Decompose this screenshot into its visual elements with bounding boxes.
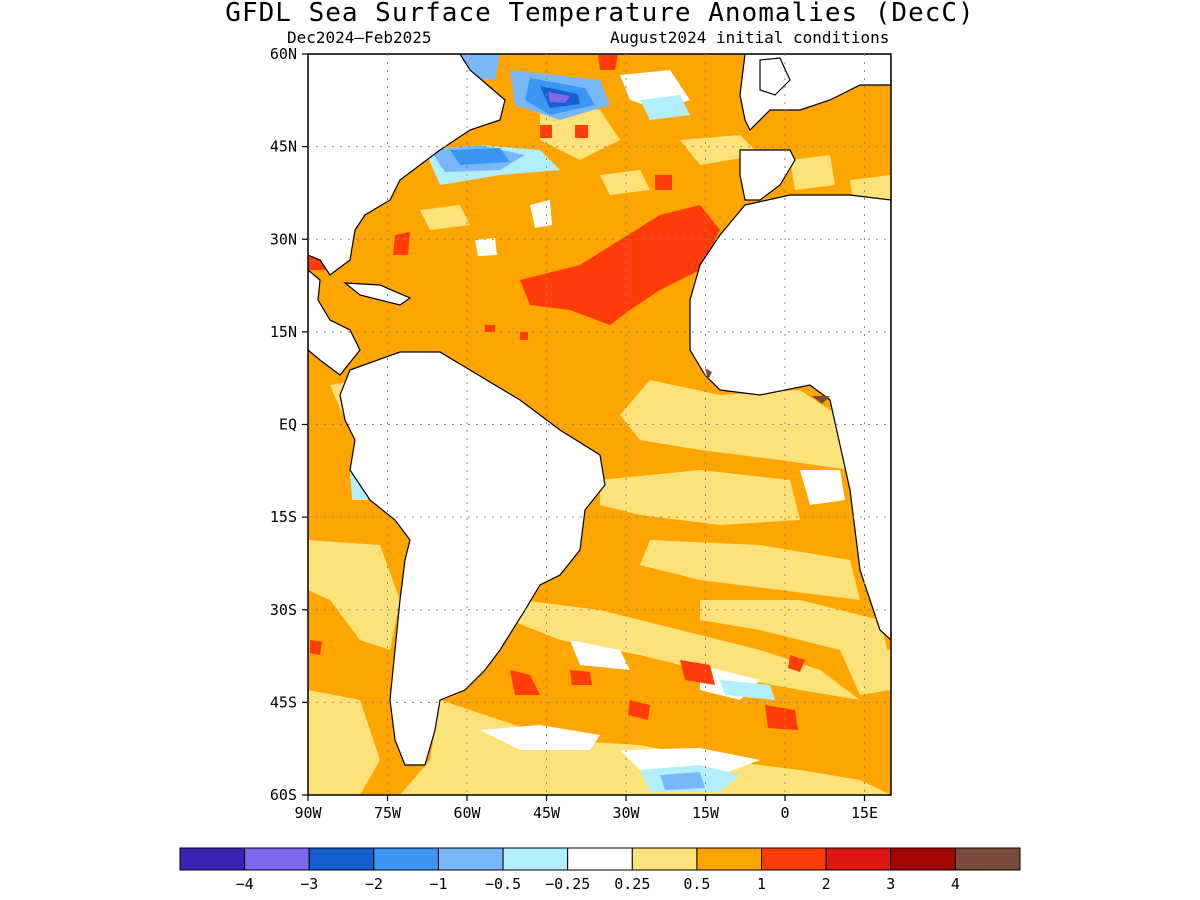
graticule — [308, 54, 891, 795]
great-britain-land — [759, 57, 791, 96]
colorbar-label: 3 — [886, 875, 895, 893]
colorbar-label: −3 — [300, 875, 318, 893]
colorbar-label: −0.25 — [545, 875, 590, 893]
iberia-land — [739, 149, 796, 201]
longitude-axis: 90W 75W 60W 45W 30W 15W 0 15E — [294, 795, 878, 822]
season-subtitle: Dec2024–Feb2025 — [287, 28, 432, 47]
x-tick-label: 15W — [692, 804, 720, 822]
colorbar-swatch — [890, 847, 956, 871]
anomaly-0.25-0.5-regions — [308, 54, 891, 795]
colorbar: −4 −3 −2 −1 −0.5 −0.25 0.25 0.5 1 2 3 4 — [179, 847, 1021, 893]
y-tick-label: 15S — [270, 508, 297, 526]
x-tick-label: 60W — [453, 804, 481, 822]
init-conditions-subtitle: August2024 initial conditions — [610, 28, 890, 47]
y-tick-label: 45S — [270, 693, 297, 711]
map-title: GFDL Sea Surface Temperature Anomalies (… — [225, 0, 975, 28]
colorbar-swatch — [631, 847, 698, 871]
x-tick-label: 15E — [851, 804, 878, 822]
x-tick-label: 30W — [612, 804, 640, 822]
latitude-axis: 60N 45N 30N 15N EQ 15S 30S 45S 60S — [270, 45, 308, 804]
colorbar-label: −1 — [429, 875, 447, 893]
colorbar-swatch — [179, 847, 246, 871]
y-tick-label: 30S — [270, 601, 297, 619]
colorbar-label: 2 — [822, 875, 831, 893]
x-tick-label: 45W — [533, 804, 561, 822]
colorbar-label: 0.5 — [683, 875, 710, 893]
cuba-land — [343, 282, 412, 306]
y-tick-label: 60S — [270, 786, 297, 804]
north-america-land — [308, 54, 506, 276]
land-masses — [308, 54, 891, 766]
near-zero-anomaly-patches — [475, 70, 845, 775]
colorbar-swatch — [825, 847, 892, 871]
south-america-land — [339, 351, 606, 766]
y-tick-label: 45N — [270, 138, 297, 156]
x-tick-label: 90W — [294, 804, 322, 822]
colorbar-swatch — [954, 847, 1021, 871]
x-tick-label: 0 — [780, 804, 789, 822]
colorbar-swatch — [761, 847, 827, 871]
y-tick-label: 60N — [270, 45, 297, 63]
colorbar-swatch — [567, 847, 633, 871]
x-tick-label: 75W — [374, 804, 402, 822]
africa-land — [689, 194, 891, 641]
y-tick-label: 15N — [270, 323, 297, 341]
central-america-land — [308, 269, 361, 376]
colorbar-swatch — [696, 847, 763, 871]
y-tick-label: 30N — [270, 230, 297, 248]
colorbar-swatch — [308, 847, 375, 871]
anomaly-1-2-regions — [308, 55, 805, 730]
anomaly-field — [308, 54, 891, 795]
colorbar-label: −2 — [365, 875, 383, 893]
anomaly-neg-4-core — [548, 92, 570, 103]
anomaly-4-plus-spot — [705, 368, 712, 380]
colorbar-label: 0.25 — [614, 875, 650, 893]
y-tick-label: EQ — [279, 416, 297, 434]
colorbar-label: −0.5 — [485, 875, 521, 893]
colorbar-swatch — [502, 847, 569, 871]
colorbar-label: −4 — [236, 875, 254, 893]
colorbar-swatch — [437, 847, 504, 871]
anomaly-4-plus-spot — [812, 396, 830, 404]
colorbar-label: 1 — [757, 875, 766, 893]
colorbar-swatch — [244, 847, 310, 871]
colorbar-swatch — [373, 847, 439, 871]
colorbar-label: 4 — [951, 875, 960, 893]
